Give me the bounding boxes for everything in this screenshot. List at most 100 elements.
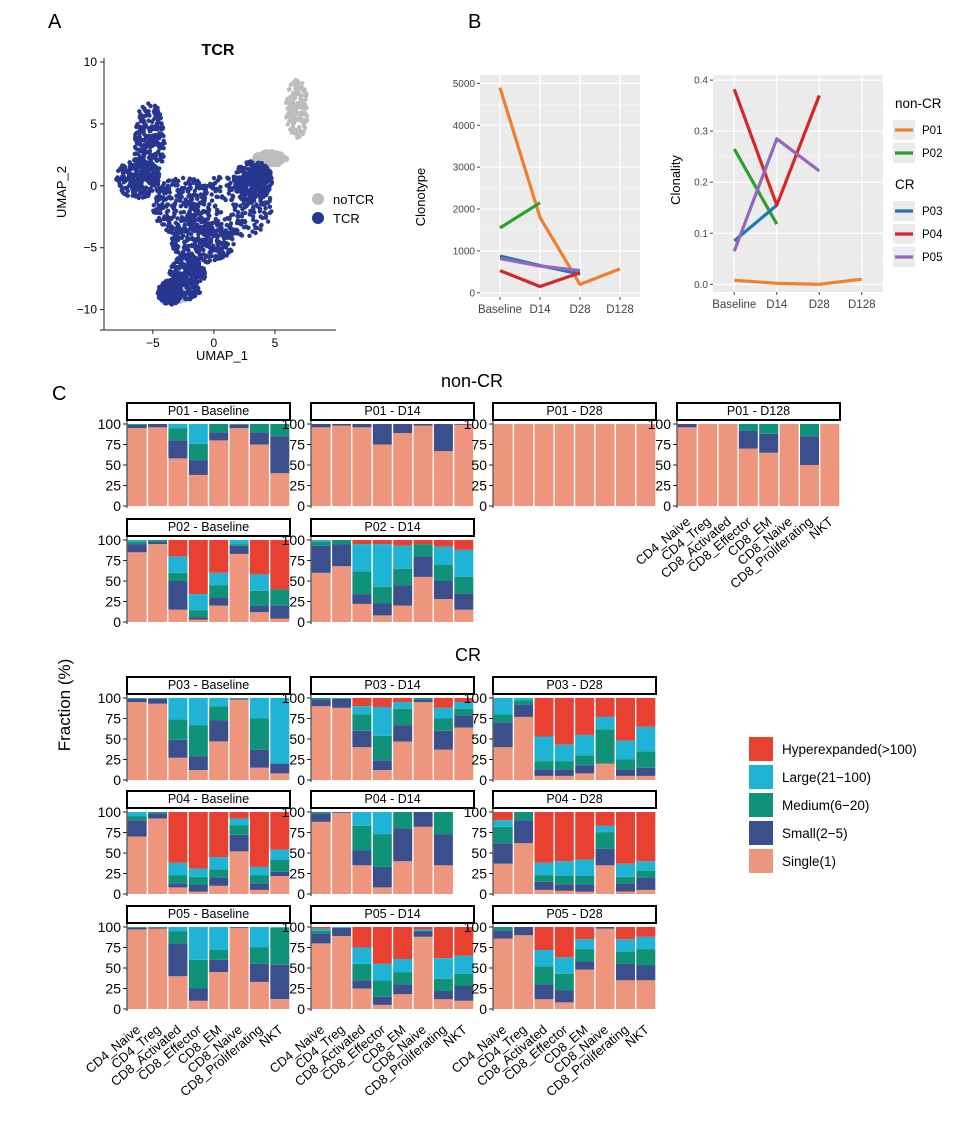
tcr-point [193, 202, 198, 207]
bar-segment-Medium [534, 761, 554, 770]
bar-segment-Hyperexpanded [168, 812, 188, 863]
bar-segment-Medium [595, 832, 615, 849]
tcr-point [209, 192, 214, 197]
tcr-point [248, 176, 253, 181]
bar-segment-Hyperexpanded [372, 698, 392, 707]
bar-segment-Small [249, 432, 269, 445]
tcr-point [211, 175, 217, 181]
bar-segment-Small [209, 597, 229, 606]
bar-segment-Single [595, 865, 615, 894]
panel-y-tick-label: 0 [479, 772, 487, 788]
bar-segment-Large [393, 545, 413, 569]
bar-segment-Single [575, 424, 595, 506]
bar-segment-Single [493, 424, 513, 506]
bar-segment-Medium [372, 586, 392, 604]
notcr-point [295, 110, 301, 116]
tcr-point [137, 114, 143, 119]
bar-segment-Single [168, 757, 188, 780]
bar-segment-Hyperexpanded [270, 812, 290, 850]
bar-segment-Single [352, 988, 372, 1009]
tcr-point [155, 291, 160, 296]
bar-segment-Medium [433, 564, 453, 581]
tcr-point [141, 128, 146, 133]
bar-segment-Medium [454, 708, 474, 716]
bar-segment-Small [127, 424, 147, 429]
tcr-point [251, 214, 256, 219]
bar-segment-Single [168, 458, 188, 506]
bar-segment-Single [636, 424, 656, 506]
notcr-point [292, 96, 298, 101]
tcr-point [203, 253, 209, 258]
panel-y-tick-label: 75 [105, 437, 121, 453]
bar-segment-Hyperexpanded [534, 927, 554, 950]
bar-segment-Hyperexpanded [454, 698, 474, 703]
bar-segment-Single [514, 716, 534, 780]
tcr-point [259, 222, 264, 228]
bar-segment-Large [168, 424, 188, 429]
tcr-point [192, 188, 198, 193]
bar-segment-Single [616, 775, 635, 780]
clonotype-x-tick-label: Baseline [478, 304, 522, 316]
panel-y-tick-label: 75 [289, 940, 305, 956]
tcr-point [263, 206, 268, 211]
tcr-point [203, 183, 208, 188]
tcr-point [263, 178, 268, 184]
bar-segment-Single [332, 936, 352, 1009]
tcr-point [155, 188, 160, 193]
tcr-point [183, 267, 188, 273]
bar-segment-Large [332, 927, 352, 928]
tcr-point [170, 278, 175, 283]
tcr-point [263, 201, 268, 206]
tcr-point [155, 181, 160, 186]
bar-segment-Large [575, 734, 595, 756]
bar-segment-Medium [636, 751, 656, 768]
bar-panel: P03 - Baseline 0 25 50 75 100 [98, 676, 291, 788]
bar-segment-Medium [534, 966, 554, 985]
bar-segment-Medium [616, 951, 635, 964]
tcr-point [133, 178, 139, 184]
tcr-point [200, 237, 205, 242]
bar-segment-Single [148, 928, 168, 1009]
panel-y-tick-label: 100 [98, 919, 122, 935]
umap-panel: TCR −10 −5 0 5 10 −5 0 5 UMAP_1 UMAP_2 noTCR TCR [54, 42, 374, 363]
bar-segment-Small [352, 424, 372, 428]
tcr-point [187, 264, 193, 269]
bar-segment-Small [413, 699, 433, 703]
notcr-point [287, 87, 292, 92]
bar-segment-Single [738, 448, 758, 506]
tcr-point [210, 185, 215, 190]
tcr-point [178, 230, 183, 235]
tcr-point [242, 195, 247, 200]
tcr-point [147, 128, 153, 134]
bar-segment-Medium [209, 424, 229, 433]
tcr-point [192, 193, 197, 198]
bar-segment-Large [249, 574, 269, 591]
bar-segment-Hyperexpanded [554, 698, 574, 745]
bar-segment-Large [413, 929, 433, 932]
bar-segment-Hyperexpanded [352, 540, 372, 545]
bar-segment-Small [413, 424, 433, 426]
bar-segment-Small [413, 556, 433, 577]
panel-strip-title: P03 - Baseline [168, 678, 249, 692]
bar-segment-Single [554, 775, 574, 780]
bar-segment-Small [209, 432, 229, 441]
bar-segment-Medium [311, 930, 331, 934]
tcr-point [153, 164, 158, 169]
bar-segment-Medium [514, 812, 534, 821]
tcr-point [189, 273, 195, 278]
tcr-point [253, 194, 258, 199]
clonotype-y-tick-label: 3000 [453, 163, 476, 174]
tcr-point [242, 170, 247, 175]
tcr-point [215, 209, 220, 214]
tcr-point [208, 181, 213, 187]
tcr-point [122, 191, 127, 197]
panel-y-tick-label: 100 [464, 416, 488, 432]
bar-segment-Large [188, 698, 208, 726]
bar-segment-Medium [270, 927, 290, 965]
bar-segment-Single [554, 1002, 574, 1009]
panel-y-tick-label: 50 [105, 457, 121, 473]
panel-y-tick-label: 100 [282, 416, 306, 432]
tcr-point [197, 211, 203, 217]
notcr-point [299, 118, 305, 123]
bar-segment-Medium [148, 698, 168, 699]
